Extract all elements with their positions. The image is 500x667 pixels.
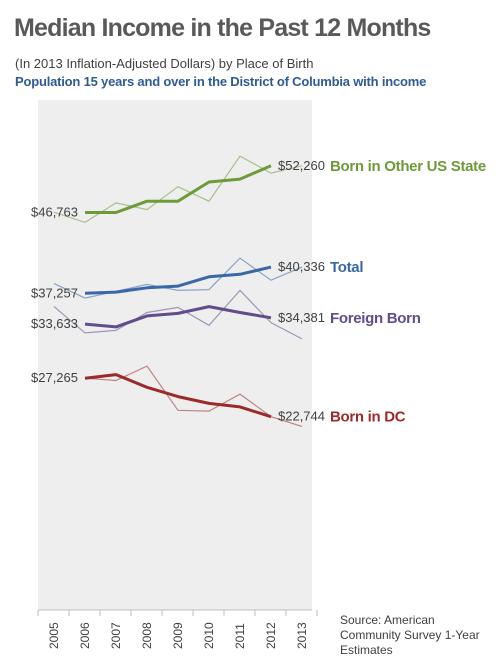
born-in-dc-trend-line — [84, 373, 272, 419]
x-axis-ticks: 2005 2006 2007 2008 2009 2010 2011 2012 2013 — [37, 610, 318, 649]
foreign-born-trend-line — [84, 305, 272, 329]
born-in-other-us-state-series-label: Born in Other US State — [330, 158, 486, 175]
x-tick-label-2007: 2007 — [109, 622, 123, 649]
total-start-label: $37,257 — [31, 285, 78, 300]
born-in-dc-start-label: $27,265 — [31, 370, 78, 385]
value-labels: $46,763 $52,260 Born in Other US State $37,… — [31, 158, 486, 426]
x-tick-label-2010: 2010 — [202, 622, 216, 649]
foreign-born-annual-line — [53, 289, 303, 340]
x-tick-label-2005: 2005 — [47, 622, 61, 649]
born-in-other-us-state-end-label: $52,260 — [278, 158, 325, 173]
trend-series-lines — [84, 164, 272, 419]
foreign-born-series-label: Foreign Born — [330, 310, 421, 327]
born-in-dc-end-label: $22,744 — [278, 409, 325, 424]
x-tick-label-2013: 2013 — [295, 622, 309, 649]
chart-title: Median Income in the Past 12 Months — [14, 14, 431, 42]
x-tick-label-2012: 2012 — [264, 622, 278, 649]
chart-subtitle: (In 2013 Inflation-Adjusted Dollars) by … — [15, 56, 314, 71]
x-tick-label-2011: 2011 — [233, 623, 247, 649]
foreign-born-start-label: $33,633 — [31, 316, 78, 331]
foreign-born-end-label: $34,381 — [278, 310, 325, 325]
born-in-other-us-state-trend-line — [85, 164, 272, 214]
source-note: Source: American Community Survey 1-Year… — [340, 613, 480, 657]
born-in-dc-series-label: Born in DC — [330, 409, 406, 426]
born-in-other-us-state-annual-line — [53, 155, 303, 224]
x-tick-label-2008: 2008 — [140, 622, 154, 649]
total-annual-line — [53, 257, 303, 299]
x-tick-label-2009: 2009 — [171, 622, 185, 649]
population-note: Population 15 years and over in the Dist… — [15, 74, 427, 89]
total-series-label: Total — [330, 259, 363, 276]
plot-area — [38, 100, 312, 610]
x-tick-label-2006: 2006 — [78, 622, 92, 649]
total-end-label: $40,336 — [278, 259, 325, 274]
total-trend-line — [84, 265, 272, 295]
born-in-other-us-state-start-label: $46,763 — [31, 205, 78, 220]
